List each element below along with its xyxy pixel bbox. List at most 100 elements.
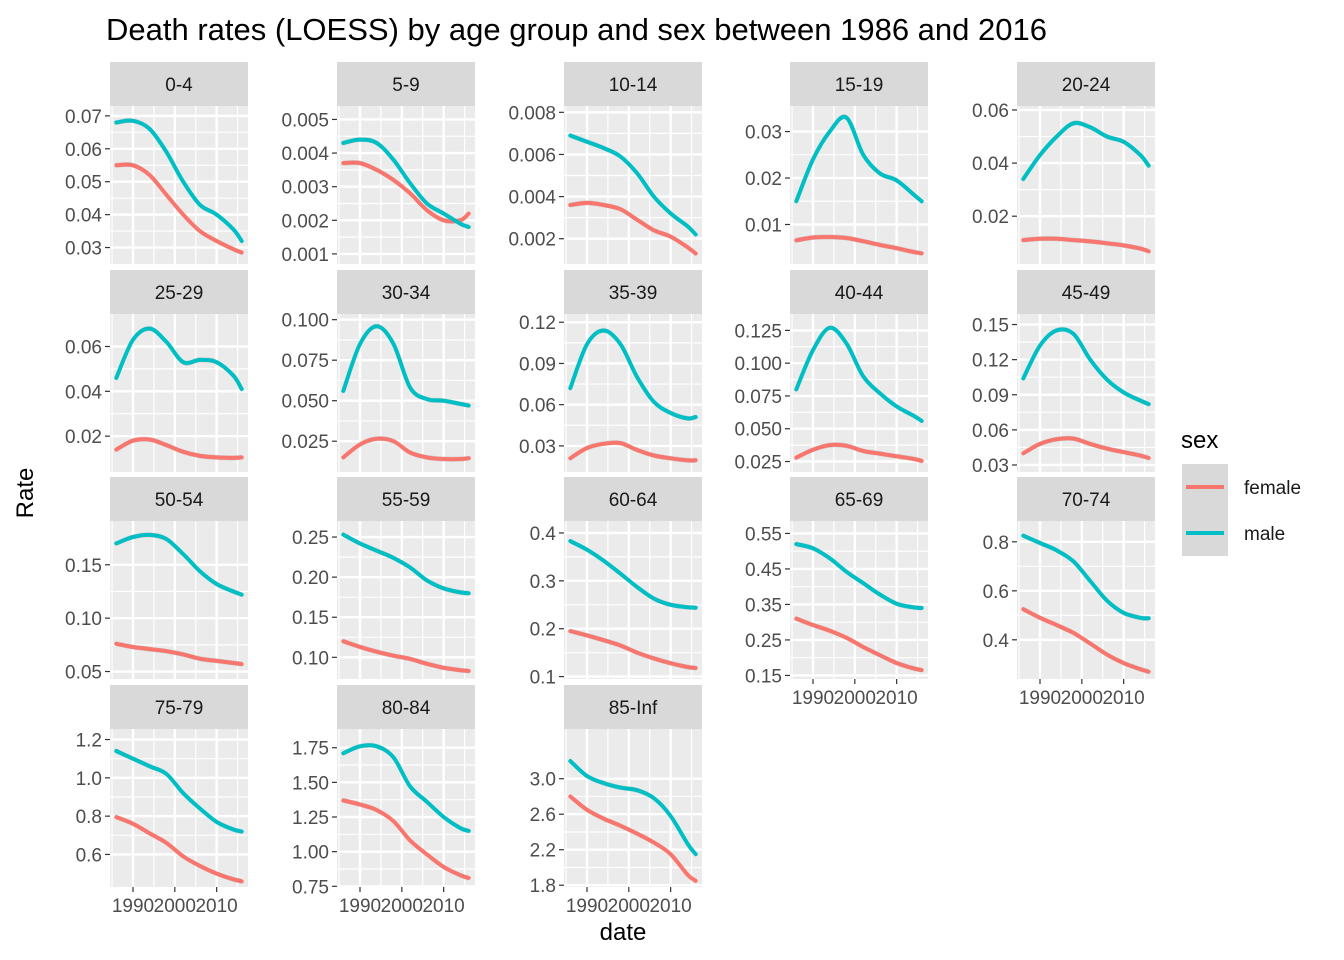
facet-strip (110, 477, 248, 521)
y-tick-label: 1.8 (530, 876, 556, 897)
y-tick-label: 0.075 (281, 351, 329, 372)
series-line-female (1021, 236, 1151, 254)
x-tick-label: 1990 (1019, 688, 1061, 709)
facet-strip-label: 20-24 (1062, 75, 1111, 96)
y-tick-label: 0.55 (745, 524, 782, 545)
panel-background (337, 106, 475, 264)
y-tick-label: 0.25 (745, 631, 782, 652)
legend-label-male: male (1244, 524, 1285, 545)
legend-label-female: female (1244, 478, 1301, 499)
y-tick-label: 3.0 (530, 770, 556, 791)
series-line-male (794, 325, 924, 423)
y-tick-label: 0.004 (281, 144, 329, 165)
y-tick-label: 1.25 (292, 808, 329, 829)
y-tick-label: 0.06 (519, 396, 556, 417)
facet-strip-label: 45-49 (1062, 283, 1111, 304)
facet-75-79: 75-79 0.6 0.8 1.0 1.2 1990 2000 2010 (76, 685, 248, 917)
facet-60-64: 60-64 0.1 0.2 0.3 0.4 (530, 477, 702, 689)
x-tick-label: 1990 (339, 896, 381, 917)
y-tick-label: 0.4 (530, 524, 557, 545)
y-tick-label: 0.06 (65, 337, 102, 358)
y-tick-label: 0.25 (292, 528, 329, 549)
facet-strip-label: 50-54 (155, 490, 204, 511)
y-tick-label: 0.025 (281, 432, 329, 453)
facet-strip-label: 75-79 (155, 698, 204, 719)
facet-strip (337, 685, 475, 729)
series-line-female (568, 200, 698, 256)
y-tick-label: 1.50 (292, 773, 329, 794)
series-line-female (114, 641, 244, 667)
x-tick-label: 2000 (608, 896, 650, 917)
series-line-male (794, 542, 924, 610)
y-tick-label: 0.06 (972, 421, 1009, 442)
series-line-male (568, 539, 698, 610)
series-line-male (794, 114, 924, 204)
panel-background (337, 729, 475, 887)
y-tick-label: 0.07 (65, 107, 102, 128)
y-tick-label: 0.35 (745, 595, 782, 616)
series-line-male (341, 532, 471, 596)
y-tick-label: 0.15 (292, 608, 329, 629)
facet-strip-label: 0-4 (165, 75, 193, 96)
y-tick-label: 0.02 (65, 427, 102, 448)
x-axis-title: date (600, 919, 647, 946)
y-tick-label: 0.45 (745, 560, 782, 581)
series-line-male (114, 532, 244, 597)
y-tick-label: 0.005 (281, 110, 329, 131)
facet-15-19: 15-19 0.01 0.02 0.03 (745, 62, 928, 264)
facet-strip (564, 270, 702, 314)
facet-strip (1017, 477, 1155, 521)
series-line-female (1021, 436, 1151, 460)
y-tick-label: 0.075 (734, 387, 782, 408)
y-tick-label: 0.10 (292, 648, 329, 669)
x-tick-label: 1990 (112, 896, 154, 917)
y-tick-label: 0.04 (972, 154, 1009, 175)
y-tick-label: 0.02 (745, 169, 782, 190)
series-line-female (794, 616, 924, 673)
facet-45-49: 45-49 0.03 0.06 0.09 0.12 0.15 (972, 270, 1155, 477)
facet-strip (110, 270, 248, 314)
y-tick-label: 1.00 (292, 843, 329, 864)
facet-0-4: 0-4 0.03 0.04 0.05 0.06 0.07 (65, 62, 248, 264)
series-line-male (568, 759, 698, 857)
series-line-male (341, 137, 471, 229)
chart-title: Death rates (LOESS) by age group and sex… (106, 12, 1047, 47)
facet-35-39: 35-39 0.03 0.06 0.09 0.12 (519, 270, 702, 472)
y-tick-label: 0.01 (745, 216, 782, 237)
y-tick-label: 0.06 (65, 140, 102, 161)
facet-10-14: 10-14 0.002 0.004 0.006 0.008 (508, 62, 702, 264)
series-line-male (114, 749, 244, 834)
facet-strip (110, 62, 248, 106)
y-tick-label: 0.06 (972, 101, 1009, 122)
facet-70-74: 70-74 0.4 0.6 0.8 1990 2000 2010 (983, 477, 1155, 709)
y-tick-label: 0.15 (972, 316, 1009, 337)
series-line-male (341, 324, 471, 408)
x-tick-label: 2000 (381, 896, 423, 917)
y-tick-label: 0.125 (734, 321, 782, 342)
y-tick-label: 0.03 (519, 437, 556, 458)
y-tick-label: 0.8 (76, 807, 102, 828)
series-line-female (568, 629, 698, 670)
y-tick-label: 1.2 (76, 731, 102, 752)
y-tick-label: 0.008 (508, 103, 556, 124)
facet-strip (1017, 62, 1155, 106)
panel-background (790, 521, 928, 679)
facet-strip-label: 35-39 (609, 283, 658, 304)
x-tick-label: 2010 (1102, 688, 1144, 709)
y-tick-label: 0.1 (530, 668, 556, 689)
y-tick-label: 0.002 (281, 211, 329, 232)
y-tick-label: 0.15 (65, 556, 102, 577)
facet-strip-label: 25-29 (155, 283, 204, 304)
facet-80-84: 80-84 0.75 1.00 1.25 1.50 1.75 1990 2000 2010 (292, 685, 475, 917)
facet-25-29: 25-29 0.02 0.04 0.06 (65, 270, 248, 472)
x-tick-label: 2000 (154, 896, 196, 917)
facet-50-54: 50-54 0.05 0.10 0.15 (65, 477, 248, 684)
series-line-female (114, 437, 244, 460)
y-tick-label: 0.05 (65, 663, 102, 684)
facet-strip (337, 270, 475, 314)
y-tick-label: 0.20 (292, 568, 329, 589)
facet-strip-label: 55-59 (382, 490, 431, 511)
x-tick-label: 2010 (649, 896, 691, 917)
facet-strip (110, 685, 248, 729)
y-tick-label: 0.05 (65, 173, 102, 194)
